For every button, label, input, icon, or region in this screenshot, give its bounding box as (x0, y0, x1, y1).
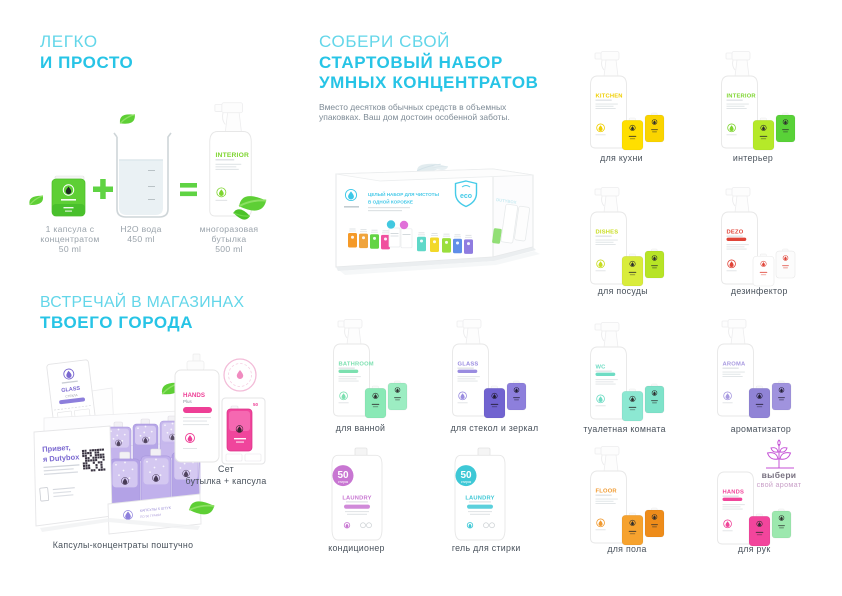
svg-text:DEZO: DEZO (727, 230, 744, 236)
svg-text:50: 50 (337, 470, 349, 481)
svg-text:LAUNDRY: LAUNDRY (342, 496, 371, 502)
svg-text:BATHROOM: BATHROOM (339, 362, 374, 368)
svg-text:DUTYBOX: DUTYBOX (496, 197, 517, 205)
svg-text:50: 50 (253, 402, 259, 407)
svg-text:eco: eco (460, 193, 472, 200)
svg-text:LAUNDRY: LAUNDRY (465, 496, 494, 502)
svg-text:HANDS: HANDS (723, 490, 745, 496)
svg-text:GLASS: GLASS (61, 386, 81, 394)
svg-text:WC: WC (596, 365, 607, 371)
svg-text:AROMA: AROMA (723, 362, 747, 368)
svg-text:стирок: стирок (338, 480, 349, 484)
svg-text:GLASS: GLASS (458, 362, 479, 368)
svg-text:KITCHEN: KITCHEN (596, 94, 623, 100)
svg-text:FLOOR: FLOOR (596, 489, 618, 495)
svg-text:50: 50 (460, 470, 472, 481)
svg-text:СТЕКЛА: СТЕКЛА (65, 393, 79, 399)
svg-text:Plus: Plus (183, 399, 193, 404)
svg-text:В ОДНОЙ КОРОБКЕ: В ОДНОЙ КОРОБКЕ (368, 198, 413, 205)
svg-text:КАПСУЛЫ 6 ШТУК: КАПСУЛЫ 6 ШТУК (140, 506, 172, 513)
svg-text:ЦЕЛЫЙ НАБОР ДЛЯ ЧИСТОТЫ: ЦЕЛЫЙ НАБОР ДЛЯ ЧИСТОТЫ (368, 190, 439, 197)
svg-text:HANDS: HANDS (183, 392, 205, 399)
svg-text:INTERIOR: INTERIOR (215, 152, 249, 159)
svg-text:я Dutybox: я Dutybox (43, 452, 81, 464)
svg-text:INTERIOR: INTERIOR (727, 94, 757, 100)
svg-text:стирок: стирок (461, 480, 472, 484)
svg-text:Привет,: Привет, (42, 443, 71, 454)
svg-text:DISHES: DISHES (596, 230, 619, 236)
svg-text:ПО 50 ГРАММ: ПО 50 ГРАММ (140, 513, 162, 519)
